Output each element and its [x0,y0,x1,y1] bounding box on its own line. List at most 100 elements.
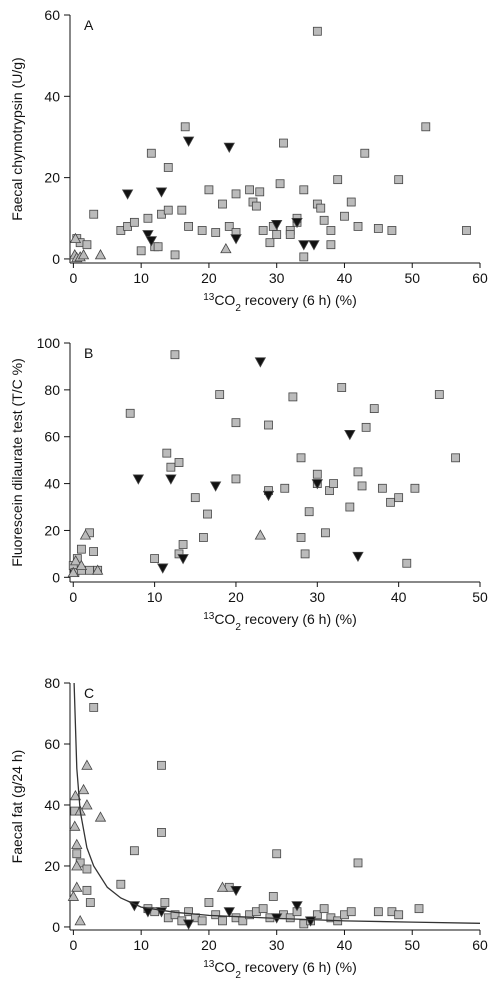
square-point [170,350,180,360]
square-point [245,185,254,195]
square-point [89,209,99,219]
square-point [264,420,273,430]
down-triangle-point [223,907,235,918]
y-tick-label: 20 [44,522,60,538]
x-tick-label: 0 [69,589,77,605]
square-point [136,246,146,256]
y-axis-label: Faecal chymotrypsin (U/g) [9,57,25,220]
x-tick-label: 50 [404,937,420,953]
up-triangle-point [75,559,88,570]
square-point [231,418,241,428]
square-point [345,502,355,512]
panel: 0 20 40 60 0 10 20 30 40 50 60 A Faecal chymotrypsin… [9,7,488,314]
square-point [421,122,431,132]
down-triangle-point [155,187,168,198]
x-tick-label: 30 [310,589,326,605]
square-point [346,907,356,917]
x-axis-label: 13CO2 recovery (6 h) (%) [203,959,357,981]
x-axis-label-part: recovery (6 h) (%) [241,292,357,308]
square-point [89,702,99,712]
square-point [304,507,314,517]
square-point [299,252,309,262]
x-tick-label: 0 [69,937,77,953]
square-point [373,907,383,917]
square-point [326,240,336,250]
down-triangle-point [262,490,275,502]
square-point [326,226,336,235]
down-triangle-point [182,919,195,930]
square-point [268,892,278,901]
x-tick-label: 30 [269,270,285,286]
square-point [414,904,424,914]
up-triangle-point [94,249,107,260]
square-point [174,549,184,559]
square-point [333,175,343,185]
down-triangle-point [311,479,323,490]
down-triangle-point [177,554,189,565]
square-point [197,226,207,235]
square-point [337,383,347,392]
square-point [218,916,227,926]
x-axis-label: 13CO2 recovery (6 h) (%) [203,292,357,314]
square-point [218,199,227,209]
up-triangle-point [79,529,92,540]
square-point [394,175,404,185]
down-triangle-point [254,357,267,368]
y-axis-label: Fluorescein dilaurate test (T/C %) [9,358,25,567]
down-triangle-point [132,474,145,485]
up-triangle-point [67,890,80,901]
square-point [231,474,241,484]
square-point [360,148,370,158]
square-point [146,148,156,158]
x-axis-label-part: 13 [203,292,215,303]
square-point [410,483,420,493]
up-triangle-point [81,759,93,770]
square-point [204,898,214,907]
square-point [285,913,295,923]
square-point [300,549,310,559]
square-point [177,205,187,215]
down-triangle-point [344,429,356,441]
up-triangle-point [91,564,104,575]
panel-label: B [84,345,93,361]
y-tick-label: 100 [37,335,61,351]
down-triangle-point [142,230,154,241]
square-point [434,390,444,399]
square-point [462,226,471,235]
y-tick-label: 80 [44,675,60,691]
panel-label: A [84,17,94,33]
up-triangle-point [74,915,86,926]
square-point [157,828,166,837]
up-triangle-point [81,799,93,810]
up-triangle-point [69,820,81,831]
square-point [373,224,383,233]
x-tick-label: 10 [133,270,149,286]
x-axis-label: 13CO2 recovery (6 h) (%) [203,611,357,633]
square-point [402,558,412,568]
square-point [346,197,356,207]
square-point [353,858,363,868]
square-point [272,849,282,859]
x-tick-label: 30 [269,937,285,953]
down-triangle-point [128,901,141,912]
up-triangle-point [216,881,229,892]
y-tick-label: 60 [44,7,60,23]
square-point [125,408,135,418]
up-triangle-point [71,881,83,892]
square-point [353,222,363,231]
y-tick-label: 0 [52,251,60,267]
x-tick-label: 40 [391,589,407,605]
y-axis-label: Faecal fat (g/24 h) [9,750,25,864]
square-point [170,910,180,920]
up-triangle-point [67,566,79,578]
x-axis-label-part: recovery (6 h) (%) [241,959,357,975]
square-point [211,228,221,237]
square-point [150,554,160,563]
x-tick-label: 50 [472,589,488,605]
square-point [85,565,94,575]
up-triangle-point [254,529,267,540]
square-point [199,533,208,542]
x-tick-label: 40 [337,270,353,286]
square-point [321,528,330,538]
